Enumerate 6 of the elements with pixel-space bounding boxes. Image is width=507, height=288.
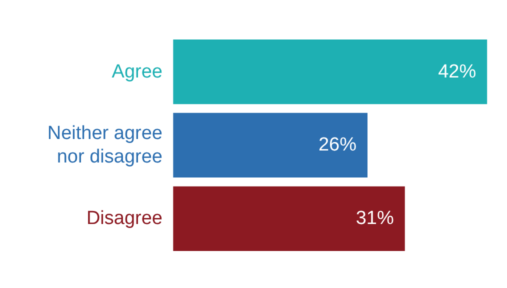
y-tick-label: Neither agree nor disagree (47, 123, 162, 168)
y-tick-label: Disagree (86, 208, 162, 230)
data-label: 31% (356, 208, 394, 230)
data-label: 26% (318, 134, 357, 156)
y-tick-label: Agree (112, 61, 162, 82)
data-label: 42% (438, 61, 476, 82)
